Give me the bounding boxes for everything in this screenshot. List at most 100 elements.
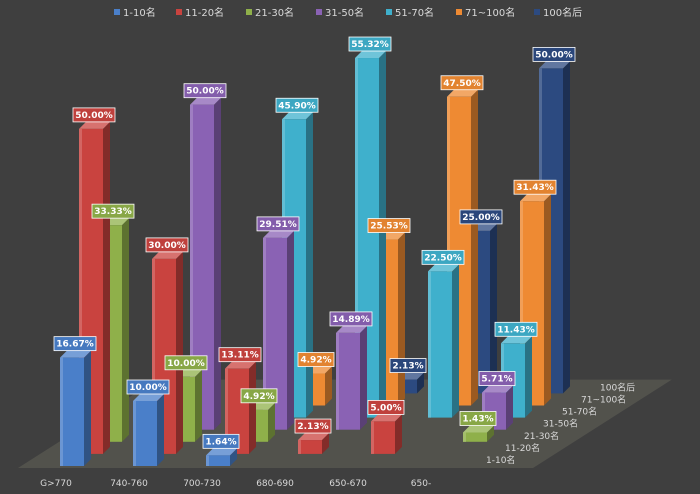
- data-label-box: [367, 399, 405, 415]
- data-label-text: 2.13%: [392, 362, 423, 372]
- data-label-box: [389, 358, 427, 373]
- legend-label: 1-10名: [123, 6, 156, 19]
- bar-side: [471, 89, 478, 406]
- data-label: 16.67%: [53, 336, 97, 352]
- bar-0-0: [60, 350, 91, 466]
- legend-item: 100名后: [534, 6, 582, 19]
- bar-top: [60, 350, 91, 358]
- bar-front: [463, 432, 487, 442]
- bar-1-4: [371, 414, 402, 454]
- data-label: 4.92%: [240, 388, 278, 404]
- x-tick-label: 740-760: [110, 479, 148, 489]
- legend-label: 11-20名: [185, 6, 224, 19]
- data-label: 25.53%: [367, 218, 411, 233]
- depth-tick-label: 100名后: [600, 381, 635, 393]
- data-label: 4.92%: [297, 352, 335, 367]
- bar-side: [230, 448, 237, 466]
- bar-front: [60, 357, 84, 466]
- data-label-text: 10.00%: [167, 359, 205, 369]
- data-label: 45.90%: [275, 97, 319, 113]
- data-label-box: [329, 311, 373, 327]
- bar-side: [417, 372, 424, 394]
- bar-front: [133, 401, 157, 466]
- data-label: 50.00%: [532, 47, 576, 62]
- data-label-box: [297, 352, 335, 367]
- data-label-box: [494, 321, 538, 337]
- bar-highlight: [190, 104, 193, 430]
- data-label: 47.50%: [440, 75, 484, 91]
- bar-top: [482, 385, 513, 393]
- legend-item: 71~100名: [456, 6, 515, 19]
- data-label-text: 22.50%: [424, 253, 462, 263]
- data-label: 25.00%: [459, 209, 503, 225]
- data-label-box: [126, 379, 170, 395]
- data-label: 55.32%: [348, 36, 392, 52]
- data-label-text: 29.51%: [259, 220, 297, 230]
- data-label: 50.00%: [72, 107, 116, 123]
- bar-top: [501, 336, 532, 344]
- data-label-text: 25.53%: [370, 222, 408, 232]
- depth-axis-ticks: 1-10名11-20名21-30名31-50名51-70名71~100名100名…: [486, 381, 635, 466]
- depth-tick-label: 11-20名: [505, 442, 540, 454]
- legend-swatch: [534, 9, 540, 15]
- bar-side: [544, 194, 551, 406]
- data-label: 5.71%: [478, 371, 516, 386]
- bar-top: [263, 230, 294, 238]
- legend-swatch: [456, 9, 462, 15]
- data-label-box: [440, 75, 484, 91]
- bar-side: [506, 385, 513, 430]
- legend-swatch: [316, 9, 322, 15]
- data-label-text: 16.67%: [56, 340, 94, 350]
- bar-side: [395, 414, 402, 454]
- bar-side: [122, 218, 129, 442]
- x-axis-ticks: G>770 740-760 700-730 680-690 650-670 650-: [40, 479, 431, 489]
- bar-side: [490, 223, 497, 394]
- data-label-box: [218, 347, 262, 363]
- data-label-text: 30.00%: [148, 241, 186, 251]
- data-label: 10.00%: [126, 379, 170, 395]
- data-labels-group: 2.13% 25.00% 50.00% 4.92% 25.53% 47.50% 31.43%…: [53, 36, 576, 449]
- data-label-box: [91, 203, 135, 219]
- legend-label: 31-50名: [325, 6, 364, 19]
- legend-item: 11-20名: [176, 6, 224, 19]
- data-label-text: 1.43%: [462, 415, 493, 425]
- data-label-box: [294, 418, 332, 434]
- bar-front: [298, 440, 322, 454]
- bar-top: [428, 264, 459, 272]
- legend-label: 51-70名: [395, 6, 434, 19]
- data-label-box: [348, 36, 392, 52]
- bar-highlight: [298, 440, 301, 454]
- bar-side: [525, 336, 532, 418]
- data-label-text: 33.33%: [94, 207, 132, 217]
- bars-group: [60, 51, 570, 466]
- data-label-box: [459, 411, 497, 426]
- legend-item: 21-30名: [246, 6, 294, 19]
- bar-side: [176, 251, 183, 454]
- bar-top: [447, 89, 478, 97]
- bar-top: [133, 394, 164, 401]
- data-label: 31.43%: [513, 179, 557, 195]
- legend-label: 21-30名: [255, 6, 294, 19]
- data-label-box: [275, 97, 319, 113]
- bar-side: [84, 350, 91, 466]
- bar-top: [206, 448, 237, 456]
- data-label-box: [532, 47, 576, 62]
- bar-side: [398, 232, 405, 406]
- legend-item: 51-70名: [386, 6, 434, 19]
- data-label: 10.00%: [164, 355, 208, 371]
- bar-3-3: [336, 325, 367, 430]
- data-label-text: 14.89%: [332, 315, 370, 325]
- bar-side: [249, 361, 256, 454]
- legend-swatch: [176, 9, 182, 15]
- data-label: 1.64%: [202, 433, 240, 449]
- bar-top: [463, 425, 494, 433]
- bar-side: [157, 394, 164, 466]
- bar-top: [79, 121, 110, 129]
- depth-tick-label: 31-50名: [543, 418, 578, 430]
- data-label-text: 5.00%: [370, 403, 401, 413]
- bar-highlight: [79, 128, 82, 454]
- depth-tick-label: 21-30名: [524, 430, 559, 442]
- bar-side: [306, 112, 313, 418]
- bar-side: [452, 264, 459, 418]
- bar-highlight: [206, 455, 209, 466]
